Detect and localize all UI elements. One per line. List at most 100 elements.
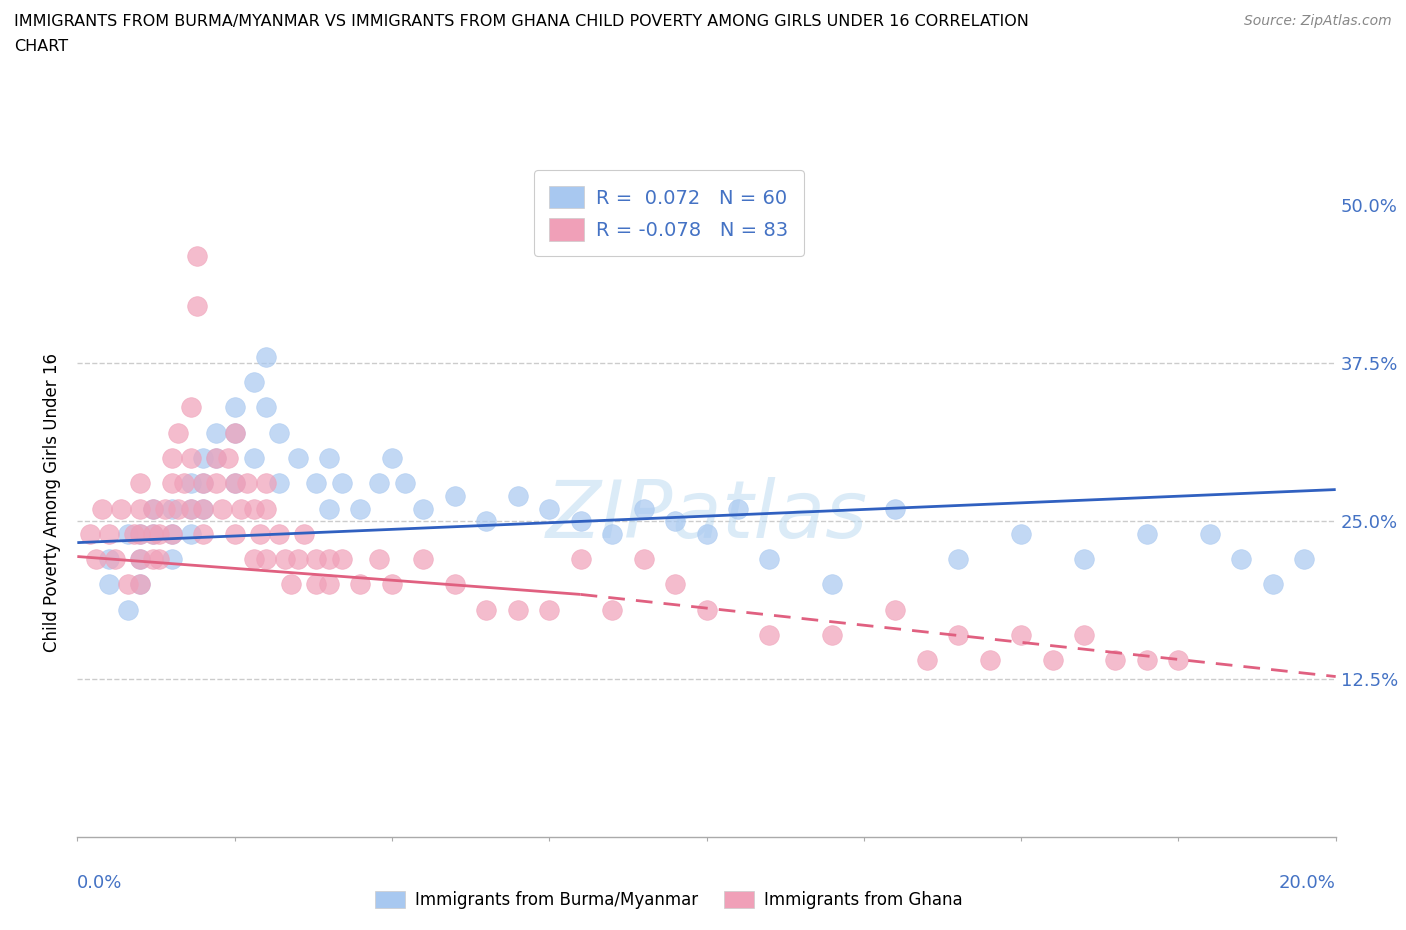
- Point: [600, 602, 623, 617]
- Point: [412, 551, 434, 566]
- Point: [254, 400, 277, 415]
- Point: [204, 425, 226, 440]
- Point: [506, 602, 529, 617]
- Point: [117, 602, 139, 617]
- Point: [1104, 653, 1126, 668]
- Point: [267, 425, 290, 440]
- Point: [287, 450, 309, 465]
- Point: [97, 526, 120, 541]
- Point: [1010, 628, 1032, 643]
- Point: [368, 551, 391, 566]
- Text: ZIPatlas: ZIPatlas: [546, 476, 868, 554]
- Point: [368, 476, 391, 491]
- Point: [129, 551, 152, 566]
- Point: [267, 476, 290, 491]
- Point: [330, 476, 353, 491]
- Point: [305, 476, 328, 491]
- Point: [1199, 526, 1222, 541]
- Point: [224, 425, 246, 440]
- Point: [217, 450, 239, 465]
- Point: [229, 501, 252, 516]
- Point: [979, 653, 1001, 668]
- Point: [254, 551, 277, 566]
- Point: [381, 577, 404, 591]
- Point: [633, 501, 655, 516]
- Point: [287, 551, 309, 566]
- Point: [160, 501, 183, 516]
- Point: [129, 526, 152, 541]
- Point: [506, 488, 529, 503]
- Point: [180, 526, 202, 541]
- Point: [129, 551, 152, 566]
- Point: [211, 501, 233, 516]
- Point: [318, 551, 340, 566]
- Point: [186, 248, 208, 263]
- Point: [948, 551, 970, 566]
- Point: [160, 526, 183, 541]
- Point: [84, 551, 107, 566]
- Point: [142, 551, 165, 566]
- Point: [254, 350, 277, 365]
- Point: [224, 400, 246, 415]
- Point: [884, 501, 907, 516]
- Point: [129, 501, 152, 516]
- Point: [280, 577, 302, 591]
- Point: [191, 526, 215, 541]
- Point: [821, 628, 844, 643]
- Point: [1136, 526, 1159, 541]
- Point: [167, 425, 190, 440]
- Point: [160, 551, 183, 566]
- Point: [180, 400, 202, 415]
- Point: [538, 501, 561, 516]
- Point: [758, 551, 780, 566]
- Point: [242, 450, 264, 465]
- Point: [180, 501, 202, 516]
- Point: [1010, 526, 1032, 541]
- Point: [204, 450, 226, 465]
- Point: [1167, 653, 1189, 668]
- Point: [330, 551, 353, 566]
- Point: [191, 501, 215, 516]
- Point: [224, 526, 246, 541]
- Point: [444, 488, 467, 503]
- Point: [292, 526, 315, 541]
- Point: [122, 526, 145, 541]
- Point: [204, 450, 226, 465]
- Point: [236, 476, 259, 491]
- Point: [110, 501, 132, 516]
- Point: [148, 526, 170, 541]
- Point: [1294, 551, 1316, 566]
- Point: [381, 450, 404, 465]
- Text: 0.0%: 0.0%: [77, 874, 122, 892]
- Point: [242, 501, 264, 516]
- Point: [173, 476, 195, 491]
- Point: [1261, 577, 1284, 591]
- Point: [97, 577, 120, 591]
- Legend: Immigrants from Burma/Myanmar, Immigrants from Ghana: Immigrants from Burma/Myanmar, Immigrant…: [368, 884, 969, 916]
- Point: [180, 501, 202, 516]
- Point: [180, 450, 202, 465]
- Point: [148, 551, 170, 566]
- Point: [475, 513, 498, 528]
- Point: [569, 513, 592, 528]
- Point: [191, 476, 215, 491]
- Point: [1136, 653, 1159, 668]
- Point: [758, 628, 780, 643]
- Point: [97, 551, 120, 566]
- Point: [249, 526, 271, 541]
- Point: [242, 375, 264, 390]
- Point: [129, 577, 152, 591]
- Text: 20.0%: 20.0%: [1279, 874, 1336, 892]
- Point: [142, 526, 165, 541]
- Text: Source: ZipAtlas.com: Source: ZipAtlas.com: [1244, 14, 1392, 28]
- Point: [727, 501, 749, 516]
- Point: [142, 501, 165, 516]
- Point: [186, 299, 208, 313]
- Point: [180, 476, 202, 491]
- Point: [242, 551, 264, 566]
- Point: [1073, 551, 1095, 566]
- Point: [142, 526, 165, 541]
- Point: [204, 476, 226, 491]
- Point: [191, 450, 215, 465]
- Y-axis label: Child Poverty Among Girls Under 16: Child Poverty Among Girls Under 16: [44, 352, 62, 652]
